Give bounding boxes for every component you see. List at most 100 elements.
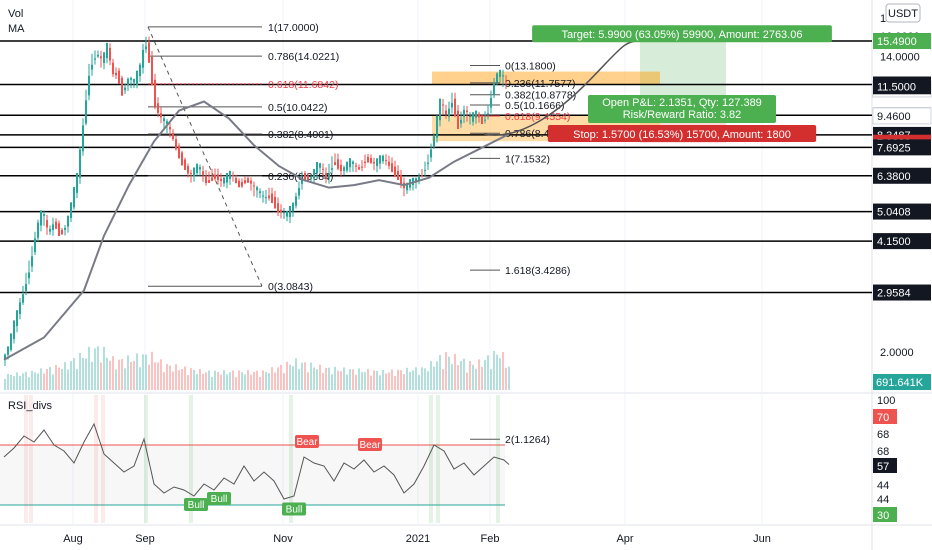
- rsi-overbought-highlight: [24, 395, 28, 523]
- volume-bar: [415, 367, 417, 390]
- candle-body: [391, 163, 393, 172]
- candle-body: [379, 155, 381, 164]
- volume-bar: [55, 364, 57, 390]
- candle-body: [37, 222, 39, 238]
- volume-bar: [25, 371, 27, 390]
- volume-indicator-label: Vol: [8, 8, 24, 20]
- volume-bar: [310, 362, 312, 390]
- volume-bar: [445, 352, 447, 390]
- candle-body: [16, 310, 18, 327]
- candle-body: [442, 104, 444, 106]
- candle-body: [433, 136, 435, 148]
- volume-bar: [358, 368, 360, 390]
- price-axis-badge-text: 4.1500: [877, 236, 911, 248]
- volume-bar: [487, 355, 489, 390]
- candle-body: [415, 178, 417, 183]
- candle-body: [202, 171, 204, 175]
- volume-bar: [28, 377, 30, 390]
- volume-bar: [142, 354, 144, 390]
- candle-body: [445, 110, 447, 115]
- volume-bar: [505, 367, 507, 390]
- candle-body: [40, 210, 42, 226]
- volume-bar: [112, 356, 114, 390]
- volume-bar: [313, 367, 315, 390]
- candle-body: [307, 175, 309, 182]
- rsi-scale-label: 30: [877, 510, 889, 522]
- price-axis-badge: [873, 233, 931, 250]
- projection-curve: [483, 40, 641, 136]
- volume-bar: [19, 375, 21, 390]
- rsi-signal-highlight: [429, 395, 433, 523]
- candle-body: [505, 81, 507, 83]
- candle-body: [43, 214, 45, 216]
- volume-bar: [196, 373, 198, 390]
- candle-body: [181, 152, 183, 166]
- volume-bar: [190, 368, 192, 390]
- fib-right-label: 1.618(3.4286): [505, 265, 570, 277]
- candle-body: [55, 221, 57, 229]
- volume-bar: [127, 355, 129, 390]
- candle-body: [406, 182, 408, 191]
- volume-bar: [214, 370, 216, 390]
- volume-bar: [274, 372, 276, 390]
- candle-body: [283, 212, 285, 214]
- rr-label: Risk/Reward Ratio: 3.82: [623, 109, 742, 121]
- candle-body: [490, 97, 492, 108]
- volume-bar: [46, 369, 48, 390]
- candle-body: [241, 181, 243, 187]
- price-axis-badge-text: 6.3800: [877, 171, 911, 183]
- candle-body: [355, 165, 357, 167]
- candle-body: [97, 54, 99, 57]
- candle-body: [487, 113, 489, 115]
- volume-bar: [433, 366, 435, 390]
- volume-bar: [88, 346, 90, 390]
- fib-right-label: 0.5(10.1666): [505, 100, 565, 112]
- candle-body: [118, 70, 120, 84]
- volume-bar: [220, 374, 222, 390]
- volume-bars: [4, 346, 510, 390]
- volume-bar: [409, 372, 411, 390]
- volume-bar: [163, 372, 165, 390]
- pnl-bg: [588, 95, 776, 124]
- candle-body: [31, 256, 33, 267]
- volume-bar: [121, 359, 123, 390]
- pnl-label: Open P&L: 2.1351, Qty: 127.389: [602, 97, 762, 109]
- candle-body: [496, 73, 498, 83]
- fib-golden-zone-upper: [432, 71, 660, 85]
- price-axis-badge: [873, 33, 931, 50]
- x-tick-label: Sep: [135, 533, 155, 545]
- rsi-divergence-badge: [184, 498, 208, 511]
- candle-body: [451, 103, 453, 108]
- candle-body: [313, 169, 315, 179]
- volume-bar: [421, 367, 423, 390]
- candle-body: [166, 121, 168, 124]
- candle-body: [502, 75, 504, 77]
- candle-body: [430, 149, 432, 158]
- fib-left-label: 0.236(6.3684): [268, 171, 333, 183]
- rsi-divergence-badge: [282, 502, 306, 516]
- volume-bar: [307, 372, 309, 390]
- candle-body: [304, 172, 306, 182]
- fib-right-label: 0.618(9.4554): [505, 111, 570, 123]
- rsi-divergence-label: Bull: [211, 494, 228, 505]
- candle-body: [469, 116, 471, 118]
- volume-bar: [346, 374, 348, 390]
- volume-bar: [145, 354, 147, 390]
- price-axis-badge-text: 7.6925: [877, 142, 911, 154]
- candle-body: [343, 167, 345, 171]
- candle-body: [70, 202, 72, 218]
- volume-bar: [331, 374, 333, 390]
- candle-body: [247, 178, 249, 183]
- price-axis-badge: [873, 78, 931, 95]
- candle-body: [7, 346, 9, 355]
- volume-bar: [430, 361, 432, 390]
- candle-body: [328, 173, 330, 178]
- candle-body: [190, 172, 192, 174]
- volume-bar: [61, 368, 63, 390]
- candle-body: [322, 168, 324, 170]
- volume-bar: [496, 354, 498, 390]
- candle-body: [325, 173, 327, 178]
- volume-bar: [289, 364, 291, 390]
- currency-label: USDT: [888, 8, 918, 20]
